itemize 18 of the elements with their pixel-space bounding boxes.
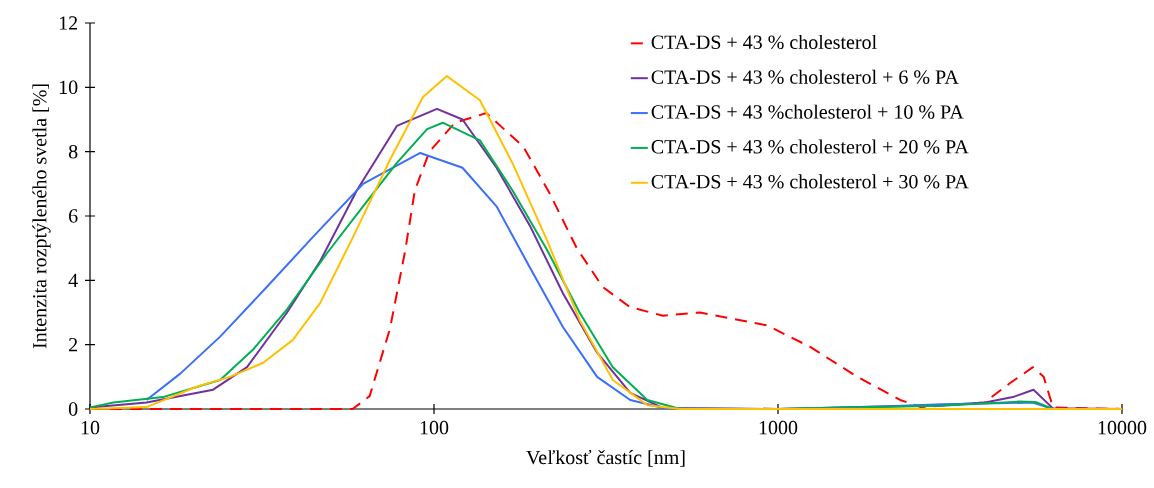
legend-label: CTA-DS + 43 % cholesterol + 6 % PA bbox=[651, 69, 959, 84]
y-tick-label: 6 bbox=[69, 209, 78, 223]
y-tick-label: 0 bbox=[68, 402, 78, 416]
x-tick-label: 100 bbox=[420, 420, 449, 435]
y-tick-label: 8 bbox=[68, 144, 78, 159]
x-tick-label: 10000 bbox=[1098, 420, 1147, 435]
y-tick-label: 12 bbox=[59, 16, 78, 30]
y-tick-label: 2 bbox=[69, 338, 78, 352]
legend-label: CTA-DS + 43 % cholesterol + 20 % PA bbox=[651, 139, 969, 154]
x-axis-title: Veľkosť častíc [nm] bbox=[526, 449, 685, 467]
y-tick-label: 10 bbox=[59, 80, 78, 95]
legend-label: CTA-DS + 43 % cholesterol bbox=[651, 34, 877, 50]
y-axis-title: Intenzita rozptýleného svetla [%] bbox=[32, 84, 51, 349]
legend-label: CTA-DS + 43 %cholesterol + 10 % PA bbox=[651, 104, 964, 119]
x-tick-label: 1000 bbox=[759, 420, 798, 435]
legend-label: CTA-DS + 43 % cholesterol + 30 % PA bbox=[651, 174, 969, 189]
x-tick-label: 10 bbox=[81, 420, 100, 435]
y-tick-label: 4 bbox=[68, 273, 78, 287]
